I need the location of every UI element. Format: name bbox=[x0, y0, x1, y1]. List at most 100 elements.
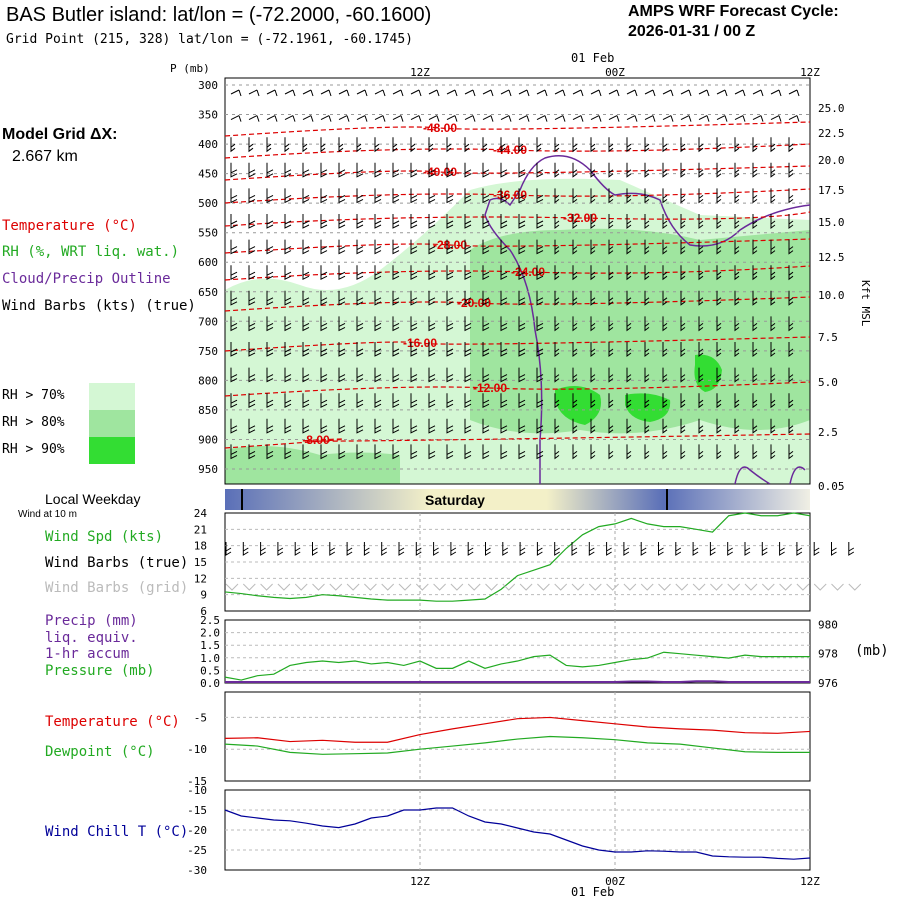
wind-barb bbox=[410, 162, 418, 178]
wind-barb bbox=[284, 393, 292, 409]
wind-barb bbox=[536, 115, 548, 122]
wind-barb bbox=[626, 265, 632, 281]
wind-barb bbox=[266, 342, 274, 357]
wind-barb bbox=[482, 342, 490, 357]
wind-barb bbox=[320, 342, 328, 357]
wind-barb bbox=[410, 265, 418, 281]
wind-barb bbox=[788, 393, 794, 409]
wind-barb bbox=[410, 342, 418, 357]
wind-barb bbox=[770, 89, 782, 97]
wind-barb bbox=[284, 239, 292, 255]
wind-barb bbox=[446, 444, 454, 460]
wind-barb bbox=[428, 316, 436, 332]
wind-barb bbox=[302, 137, 308, 153]
temperature-tick: -5 bbox=[194, 711, 207, 724]
wind-barb bbox=[302, 316, 310, 332]
grid-wind-barb bbox=[294, 583, 308, 591]
pressure-tick: 650 bbox=[198, 286, 218, 299]
grid-wind-barb bbox=[761, 583, 775, 591]
bottom-time-label: 12Z bbox=[800, 875, 820, 888]
wind-barb bbox=[320, 316, 328, 332]
wind-barb bbox=[464, 239, 472, 255]
surface-wind-barb bbox=[329, 542, 336, 556]
height-tick: 25.0 bbox=[818, 102, 845, 115]
wind-barb bbox=[536, 188, 544, 204]
pressure-tick: 500 bbox=[198, 197, 218, 210]
wind-barb bbox=[446, 393, 454, 409]
legend-wind-speed: Wind Spd (kts) bbox=[45, 529, 164, 545]
wind-barb bbox=[716, 188, 722, 204]
temperature-contour bbox=[224, 188, 811, 204]
wind-barb bbox=[464, 89, 476, 97]
temperature-tick: -10 bbox=[187, 743, 207, 756]
wind-barb bbox=[572, 393, 578, 409]
wind-barb bbox=[482, 444, 490, 460]
wind-barb bbox=[554, 342, 560, 357]
wind-barb bbox=[338, 239, 346, 255]
wind-barb bbox=[302, 89, 314, 97]
wind-barb bbox=[536, 393, 544, 409]
wind-barb bbox=[554, 137, 560, 153]
wind-barb bbox=[500, 418, 508, 434]
wind-barb bbox=[392, 418, 400, 434]
wind-barb bbox=[716, 137, 722, 153]
wind-barb bbox=[518, 239, 526, 255]
wind-barb bbox=[248, 265, 256, 281]
wind-barb bbox=[464, 265, 472, 281]
wind-barb bbox=[500, 137, 506, 153]
wind-barb bbox=[752, 162, 758, 178]
wind-barb bbox=[734, 342, 740, 357]
precip-tick: 2.0 bbox=[200, 627, 220, 640]
wind-barb bbox=[302, 265, 310, 281]
wind-barb bbox=[230, 265, 238, 281]
wind-barb bbox=[554, 393, 560, 409]
wind-barb bbox=[374, 393, 382, 409]
wind-barb bbox=[284, 188, 292, 204]
bottom-time-label: 12Z bbox=[410, 875, 430, 888]
wind-barb bbox=[770, 393, 776, 409]
pressure-tick: 850 bbox=[198, 404, 218, 417]
legend-dewpoint: Dewpoint (°C) bbox=[45, 744, 155, 760]
surface-wind-barb bbox=[225, 542, 232, 556]
wind-barb bbox=[698, 162, 704, 178]
wind-barb bbox=[482, 188, 490, 204]
wind-barb bbox=[752, 115, 764, 122]
precip-tick: 2.5 bbox=[200, 614, 220, 627]
windchill-panel-frame bbox=[224, 789, 811, 871]
wind-barb bbox=[446, 137, 452, 153]
wind-barb bbox=[770, 444, 776, 460]
legend-cloud-outline: Cloud/Precip Outline bbox=[2, 271, 171, 287]
pressure-tick-right: 978 bbox=[818, 648, 838, 661]
wind-barb bbox=[320, 115, 332, 122]
wind-barb bbox=[320, 214, 328, 229]
surface-wind-barb bbox=[346, 542, 353, 556]
wind-barb bbox=[464, 188, 472, 204]
wind-barb bbox=[374, 137, 380, 153]
wind-barb bbox=[356, 316, 364, 332]
wind-barb bbox=[662, 214, 668, 229]
wind-barb bbox=[590, 89, 602, 97]
grid-wind-barb bbox=[571, 583, 585, 591]
temperature-contour-label: -16.00 bbox=[403, 336, 437, 350]
wind-barb bbox=[518, 290, 526, 306]
wind-barb bbox=[410, 115, 422, 122]
wind-barb bbox=[752, 239, 758, 255]
wind-barb bbox=[536, 137, 542, 153]
wind-barb bbox=[590, 316, 596, 332]
wind-barb bbox=[464, 137, 470, 153]
wind-barb bbox=[734, 418, 740, 434]
wind-barb bbox=[248, 137, 254, 153]
wind-barb bbox=[320, 239, 328, 255]
wind-barb bbox=[320, 137, 326, 153]
wind-barb bbox=[356, 265, 364, 281]
wind-barb bbox=[662, 265, 668, 281]
grid-wind-barb bbox=[225, 583, 239, 591]
wind-barb bbox=[500, 214, 508, 229]
wind-barb bbox=[500, 188, 508, 204]
wind-barb bbox=[320, 162, 328, 178]
pressure-tick-right: 976 bbox=[818, 677, 838, 690]
wind-barb bbox=[572, 444, 578, 460]
wind-barb bbox=[752, 367, 758, 383]
pressure-tick: 950 bbox=[198, 463, 218, 476]
wind-barb bbox=[662, 162, 668, 178]
